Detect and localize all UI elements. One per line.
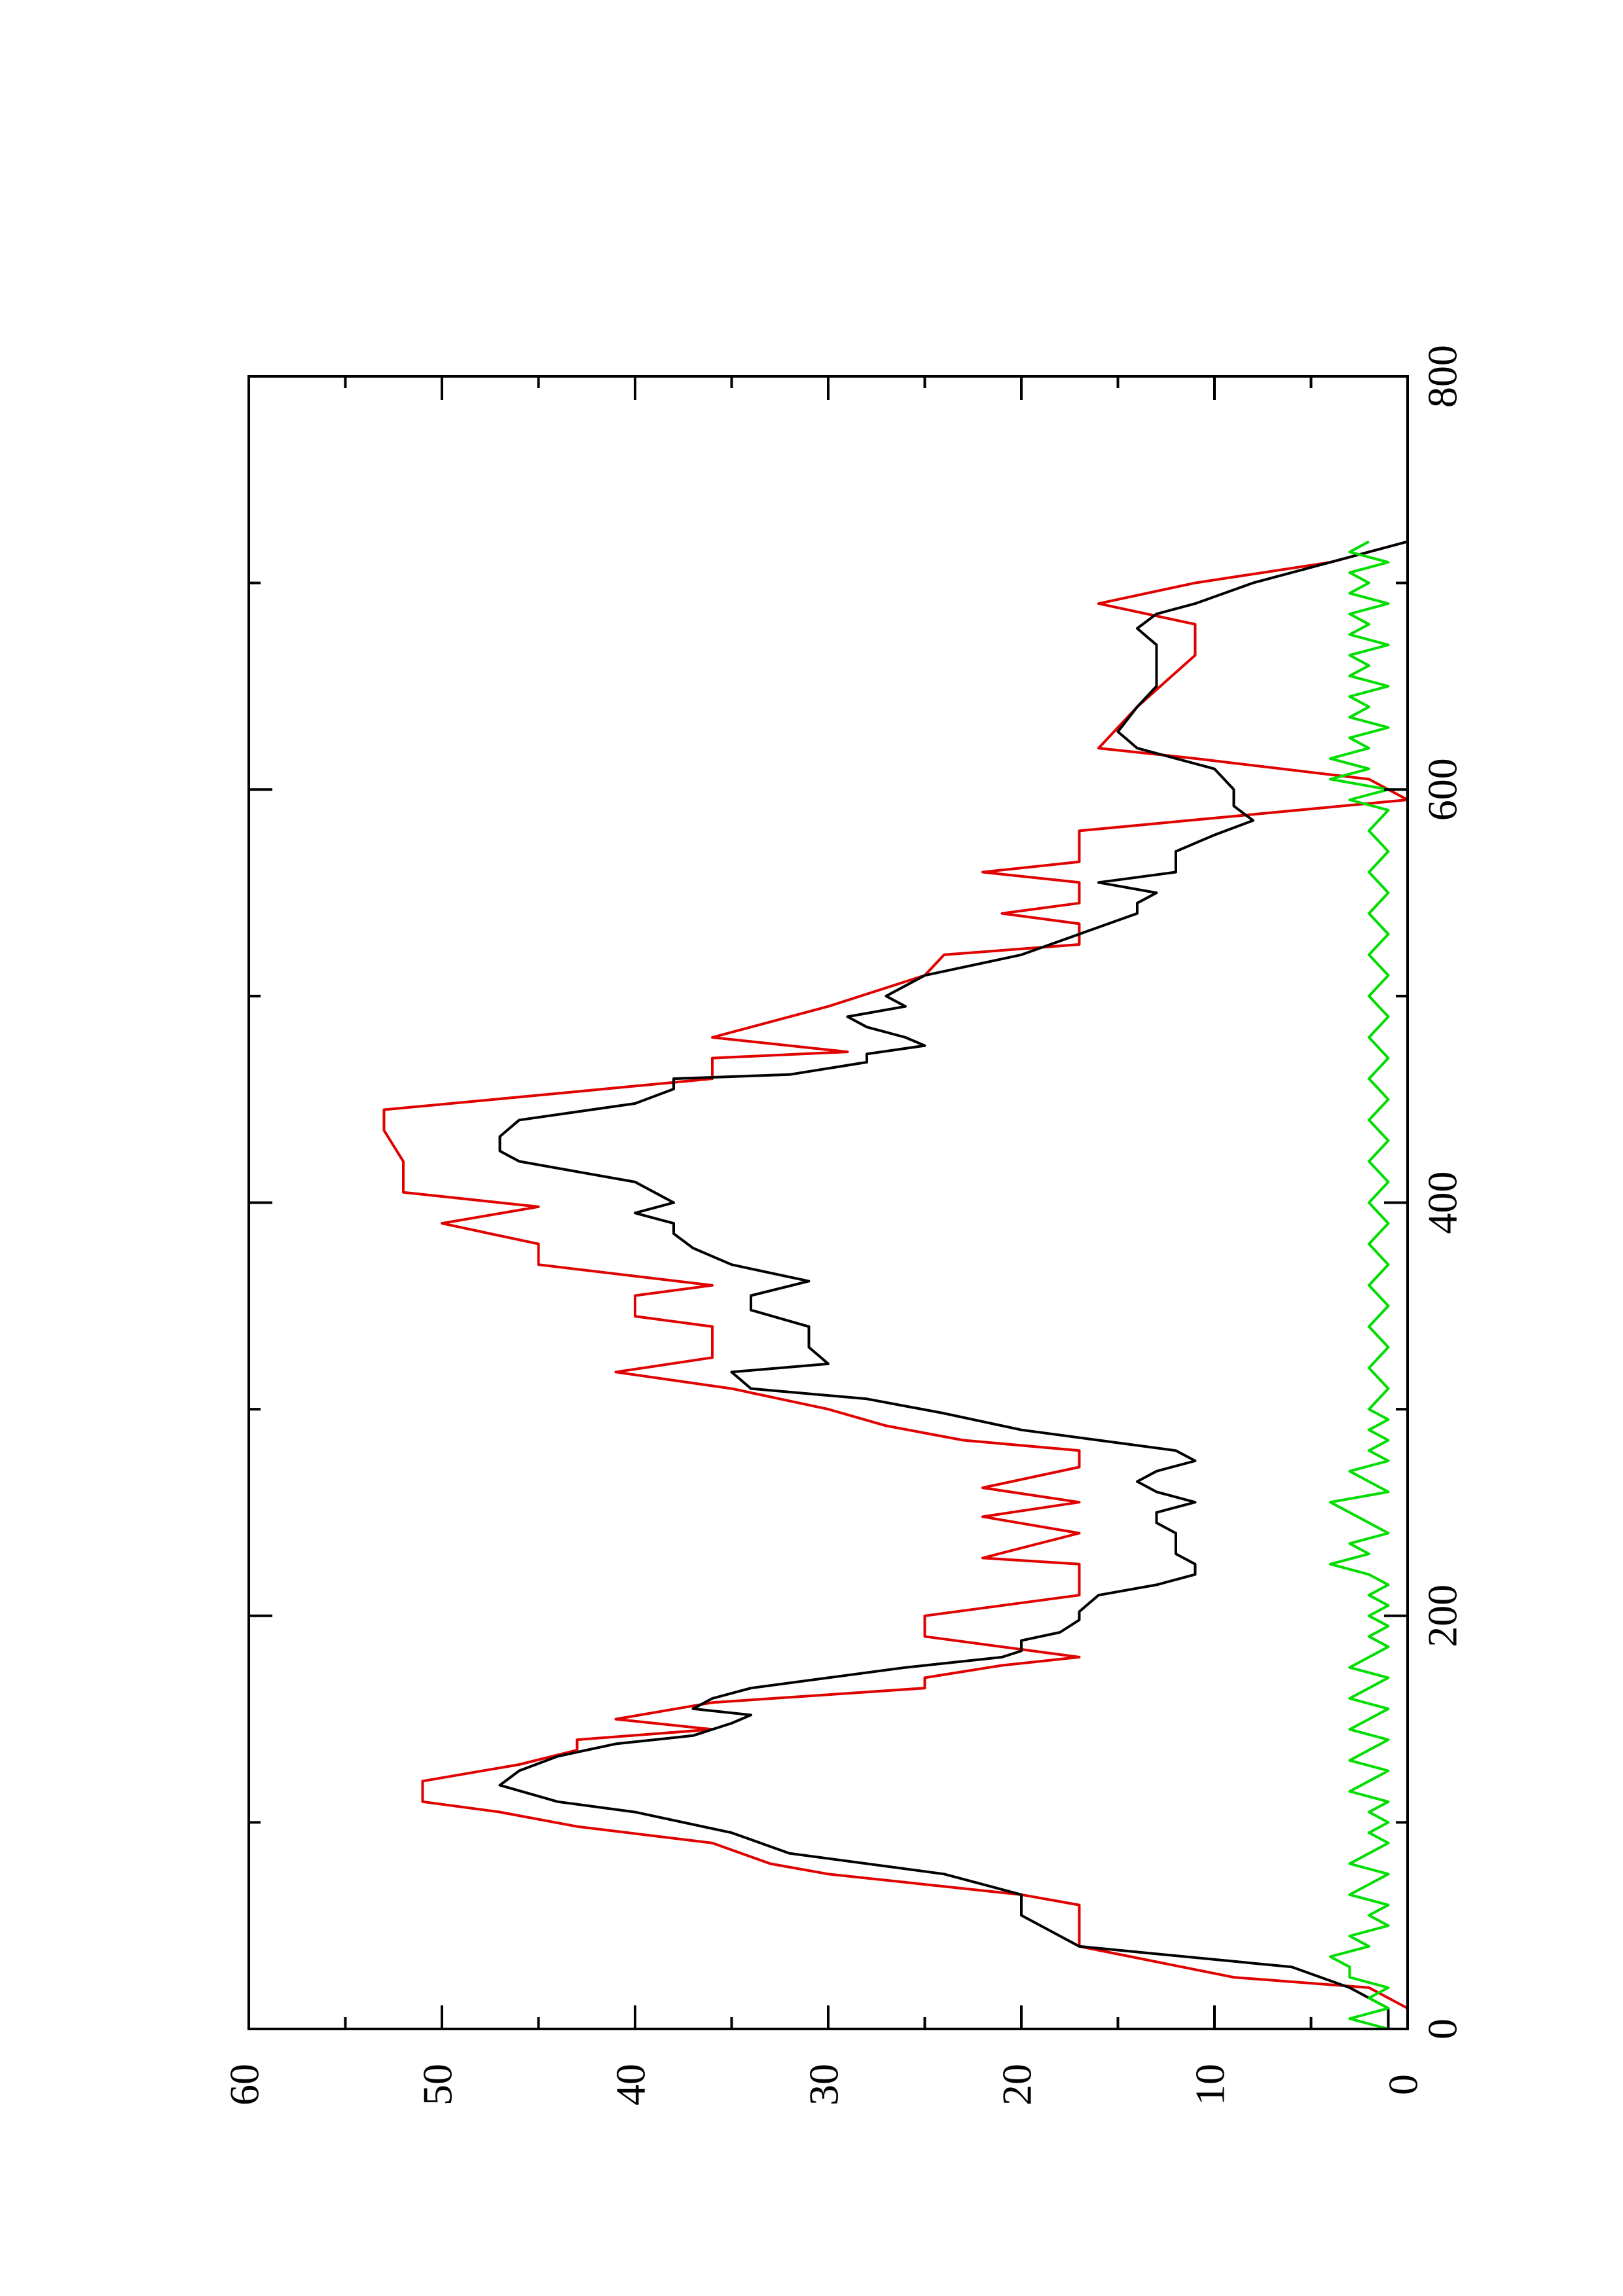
series-line-3 xyxy=(1329,540,1390,2030)
x-tick-label-0: 0 xyxy=(1419,2018,1466,2039)
series-line-2 xyxy=(498,540,1408,2029)
y-tick-label-60: 60 xyxy=(221,2064,268,2106)
x-tick-label-200: 200 xyxy=(1419,1585,1466,1647)
y-tick-label-30: 30 xyxy=(801,2064,847,2106)
x-tick-label-400: 400 xyxy=(1419,1172,1466,1234)
y-tick-label-10: 10 xyxy=(1187,2064,1233,2106)
series-layer xyxy=(382,540,1409,2030)
x-tick-label-600: 600 xyxy=(1419,758,1466,821)
ticks-layer xyxy=(247,375,1409,2030)
y-tick-label-40: 40 xyxy=(608,2064,654,2106)
y-tick-label-0: 0 xyxy=(1380,2074,1427,2095)
series-line-1 xyxy=(382,540,1409,2029)
y-tick-label-50: 50 xyxy=(414,2064,461,2106)
y-tick-label-20: 20 xyxy=(994,2064,1040,2106)
labels-layer: 0 200 400 600 800 0 10 20 30 40 50 60 xyxy=(221,345,1466,2106)
x-tick-label-800: 800 xyxy=(1419,345,1466,408)
